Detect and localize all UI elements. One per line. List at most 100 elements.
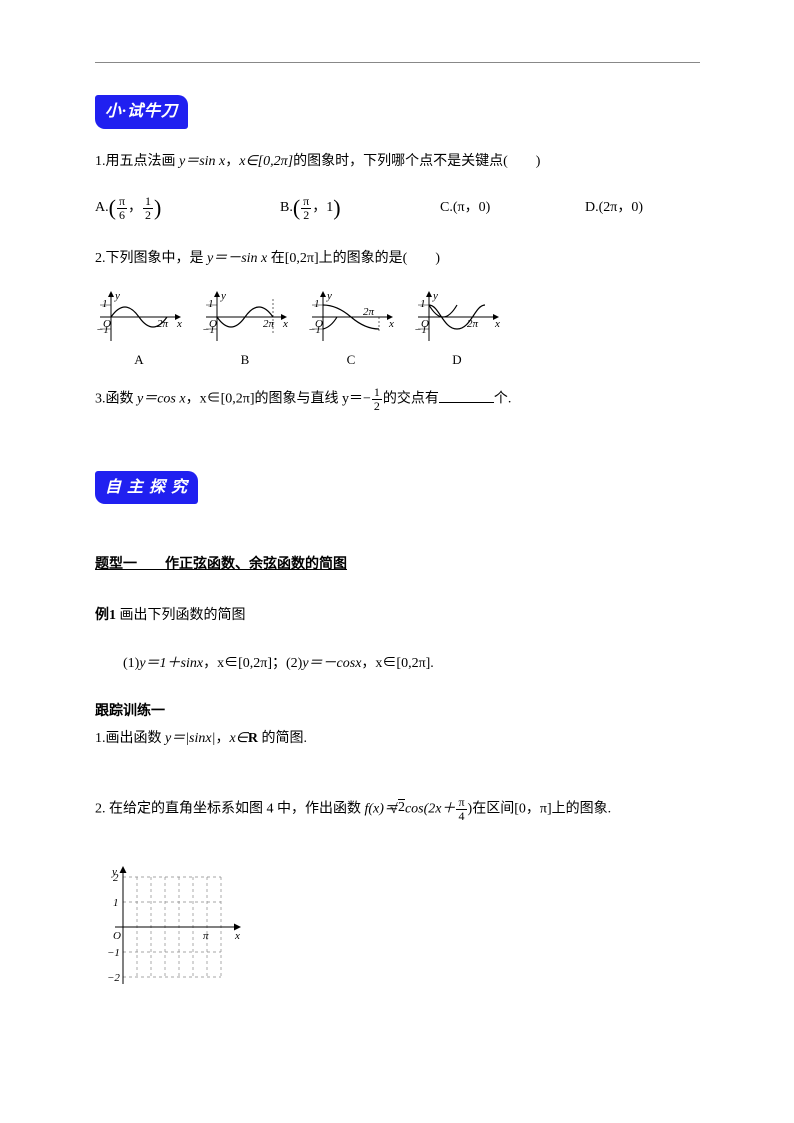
chart-d: yx 1 −1 O 2π (413, 289, 501, 344)
frac-num: π (301, 195, 311, 209)
frac-num: 1 (143, 195, 153, 209)
q2-mid: 在[0,2π]上的图象的是( ) (267, 251, 440, 266)
svg-text:O: O (421, 318, 429, 330)
svg-text:2π: 2π (263, 318, 275, 330)
grid-pi: π (203, 930, 209, 942)
q1-stem: 1.用五点法画 y＝sin x，x∈[0,2π]的图象时，下列哪个点不是关键点(… (95, 151, 704, 173)
svg-text:y: y (220, 290, 226, 302)
paren-l: ( (293, 190, 300, 225)
grid-t1: 1 (113, 897, 119, 909)
svg-text:y: y (326, 290, 332, 302)
fq2-sqrt-arg: 2 (398, 799, 405, 815)
svg-text:1: 1 (420, 298, 426, 310)
svg-text:x: x (282, 318, 288, 330)
q1-optB-frac: π2 (301, 195, 311, 221)
axis-x: x (176, 318, 182, 330)
frac-den: 4 (457, 810, 467, 823)
grid-chart: y x O 2 1 −1 −2 π (95, 862, 704, 1000)
frac-den: 6 (117, 209, 127, 222)
follow-q2: 2. 在给定的直角坐标系如图 4 中，作出函数 f(x)＝2√cos(2x＋π4… (95, 796, 704, 822)
chart-b-wrap: yx 1 −1 O 2π B (201, 289, 289, 371)
chart-a-wrap: yx 1 −1 O 2π A (95, 289, 183, 371)
fq2-close: )在区间[0，π]上的图象. (468, 801, 612, 816)
q1-optA-label: A. (95, 197, 109, 219)
grid-tn2: −2 (107, 972, 120, 984)
q1-opt-c: C.(π，0) (440, 197, 585, 219)
q3-post: 的交点有 (383, 392, 439, 407)
frac-num: 1 (372, 386, 382, 400)
q1-optA-frac1: π6 (117, 195, 127, 221)
q3-mid: ，x∈[0,2π]的图象与直线 y＝− (186, 392, 371, 407)
svg-text:2π: 2π (467, 318, 479, 330)
axis-y: y (114, 290, 120, 302)
frac-den: 2 (372, 400, 382, 413)
q1-opt-d: D.(2π，0) (585, 197, 704, 219)
frac-num: π (456, 796, 466, 810)
paren-r: ) (154, 190, 161, 225)
fq2-frac: π4 (456, 796, 466, 822)
section-title: 题型一 作正弦函数、余弦函数的简图 (95, 554, 704, 576)
fq1-pre: 1.画出函数 (95, 731, 165, 746)
q1-optB-label: B. (280, 197, 293, 219)
q1-options: A.(π6，12) B.(π2，1) C.(π，0) D.(2π，0) (95, 191, 704, 226)
q1-optB-val: ，1 (312, 197, 333, 219)
q3-func: y＝cos x (137, 392, 186, 407)
q1-domain: x∈[0,2π] (239, 154, 293, 169)
chart-d-label: D (452, 350, 461, 371)
frac-num: π (117, 195, 127, 209)
chart-a-label: A (134, 350, 143, 371)
fq1-dom: x∈ (229, 731, 247, 746)
chart-d-wrap: yx 1 −1 O 2π D (413, 289, 501, 371)
q1-optA-sep: ， (128, 197, 142, 219)
q1-func: y＝sin x (179, 154, 225, 169)
fq1-mid: ， (215, 731, 229, 746)
fq1-func: y＝|sinx| (165, 731, 215, 746)
fq1-post: 的简图. (258, 731, 307, 746)
q2-func: y＝－sin x (207, 251, 267, 266)
svg-text:1: 1 (208, 298, 214, 310)
grid-x: x (234, 930, 240, 942)
badge-explore: 自 主 探 究 (95, 471, 198, 505)
badge-practice: 小·试牛刀 (95, 95, 188, 129)
grid-tn1: −1 (107, 947, 120, 959)
q1-opt-a: A.(π6，12) (95, 191, 280, 226)
grid-t2: 2 (113, 872, 119, 884)
q1-opt-b: B.(π2，1) (280, 191, 440, 226)
chart-b: yx 1 −1 O 2π (201, 289, 289, 344)
fq2-pre: 2. 在给定的直角坐标系如图 4 中，作出函数 (95, 801, 365, 816)
svg-text:2π: 2π (363, 306, 375, 318)
svg-text:x: x (388, 318, 394, 330)
svg-text:y: y (432, 290, 438, 302)
chart-c: yx 1 −1 O 2π (307, 289, 395, 344)
ex1-b2m: ，x∈[0,2π]. (361, 656, 433, 671)
q2-stem: 2.下列图象中，是 y＝－sin x 在[0,2π]上的图象的是( ) (95, 248, 704, 270)
follow-q1: 1.画出函数 y＝|sinx|，x∈R 的简图. (95, 728, 704, 750)
ex1-b1: (1) (123, 656, 139, 671)
q3-frac: 12 (372, 386, 382, 412)
tick-1: 1 (102, 298, 108, 310)
q3-blank (439, 389, 494, 403)
q2-charts: yx 1 −1 O 2π A yx 1 −1 O 2π B (95, 289, 704, 371)
svg-text:O: O (315, 318, 323, 330)
ex1-b2f: y＝－cosx (302, 656, 361, 671)
follow-title: 跟踪训练一 (95, 701, 704, 723)
origin: O (103, 318, 111, 330)
ex1-label: 例1 (95, 608, 120, 623)
svg-text:O: O (209, 318, 217, 330)
ex1-body: (1)y＝1＋sinx，x∈[0,2π]；(2)y＝－cosx，x∈[0,2π]… (95, 653, 704, 675)
q1-optA-frac2: 12 (143, 195, 153, 221)
sqrt-icon: √ (390, 799, 398, 821)
frac-den: 2 (301, 209, 311, 222)
paren-l: ( (109, 190, 116, 225)
paren-r: ) (333, 190, 340, 225)
ex1-b1m: ，x∈[0,2π]；(2) (203, 656, 302, 671)
q3-pre: 3.函数 (95, 392, 137, 407)
ex1: 例1 画出下列函数的简图 (95, 605, 704, 627)
chart-a: yx 1 −1 O 2π (95, 289, 183, 344)
ex1-stem: 画出下列函数的简图 (120, 608, 246, 623)
fq1-R: R (248, 731, 258, 746)
chart-c-label: C (347, 350, 356, 371)
svg-text:x: x (494, 318, 500, 330)
chart-c-wrap: yx 1 −1 O 2π C (307, 289, 395, 371)
tick-2pi: 2π (157, 318, 169, 330)
